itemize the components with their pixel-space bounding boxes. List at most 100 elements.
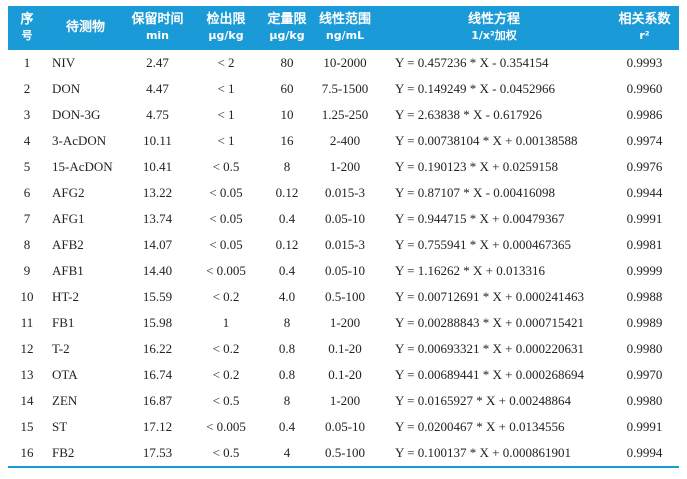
table-cell: 12 [20,341,34,356]
table-cell: 13 [20,367,34,382]
table-cell: 0.9989 [626,315,663,330]
header-text: min [145,29,170,42]
header-row: 序号 待测物 保留时间 min 检出限 μg/kg 定量限 μg/kg 线性范围 ng/mL 线性方… [8,6,679,50]
table-cell: < 0.5 [190,440,262,468]
table-cell: 10 [20,289,34,304]
table-cell: 1 [222,315,230,330]
table-cell: 15 [20,419,34,434]
table-cell: < 1 [217,133,235,148]
header-text: μg/kg [208,29,244,42]
header-text: 相关系数 [618,12,671,27]
table-cell: 10.41 [142,159,173,174]
table-cell: < 0.05 [209,211,243,226]
table-cell: < 0.5 [212,393,240,408]
table-cell: FB1 [52,315,75,330]
table-cell: ZEN [52,393,78,408]
table-cell: 4 [262,440,312,468]
header-text: 定量限 [267,12,307,27]
table-cell: HT-2 [52,289,79,304]
table-cell: Y = 0.00712691 * X + 0.000241463 [395,289,584,304]
table-cell: 14.40 [142,263,173,278]
table-cell: 0.05-10 [324,211,366,226]
table-cell: Y = 0.00689441 * X + 0.000268694 [395,367,584,382]
header-text: 线性范围 [318,12,371,27]
table-cell: 14.07 [142,237,173,252]
table-row: 13 OTA 16.74 < 0.2 0.8 0.1-20 Y = 0.00689441 *… [8,362,679,388]
table-cell: 0.9994 [610,440,679,468]
table-cell: < 0.2 [212,341,240,356]
table-cell: 0.12 [275,237,299,252]
table-cell: 1.25-250 [321,107,369,122]
table-cell: Y = 0.457236 * X - 0.354154 [395,55,549,70]
table-cell: 0.8 [278,367,296,382]
table-cell: FB2 [46,440,125,468]
table-cell: Y = 0.0200467 * X + 0.0134556 [395,419,565,434]
table-cell: 0.5-100 [324,289,366,304]
table-cell: 7.5-1500 [321,81,369,96]
header-text: 线性方程 [467,12,520,27]
table-cell: < 0.2 [212,367,240,382]
table-cell: < 0.005 [206,419,246,434]
table-cell: 0.05-10 [324,263,366,278]
table-cell: 0.9991 [626,211,663,226]
data-table: 序号 待测物 保留时间 min 检出限 μg/kg 定量限 μg/kg 线性范围 ng/mL 线性方… [8,6,679,468]
header-text: 待测物 [65,20,105,35]
table-cell: 0.015-3 [324,237,366,252]
header-cell: 线性范围 ng/mL [312,6,378,50]
table-cell: 15-AcDON [52,159,113,174]
table-cell: Y = 0.190123 * X + 0.0259158 [395,159,558,174]
table-row: 7 AFG1 13.74 < 0.05 0.4 0.05-10 Y = 0.944715 *… [8,206,679,232]
table-cell: 0.1-20 [328,367,362,382]
table-cell: ST [52,419,68,434]
table-cell: 80 [280,55,294,70]
table-cell: 0.1-20 [328,341,362,356]
table-cell: DON-3G [52,107,101,122]
header-text: 检出限 [206,12,246,27]
table-cell: 17.53 [125,440,190,468]
table-cell: < 0.05 [209,185,243,200]
table-row: 5 15-AcDON 10.41 < 0.5 8 1-200 Y = 0.190123 * … [8,154,679,180]
table-cell: 2.47 [146,55,169,70]
table-cell: 7 [23,211,31,226]
header-text: 保留时间 [131,12,184,27]
table-cell: < 1 [217,81,235,96]
table-cell: T-2 [52,341,70,356]
table-cell: 10 [280,107,294,122]
table-cell: 9 [23,263,31,278]
table-cell: 16 [280,133,294,148]
table-cell: 0.9999 [626,263,663,278]
table-cell: < 0.05 [209,237,243,252]
table-cell: AFG2 [52,185,85,200]
table-cell: 2 [23,81,31,96]
table-cell: AFB2 [52,237,84,252]
header-cell: 序号 [8,6,46,50]
table-row: 10 HT-2 15.59 < 0.2 4.0 0.5-100 Y = 0.00712691… [8,284,679,310]
table-cell: Y = 0.0165927 * X + 0.00248864 [395,393,571,408]
table-cell: 0.9976 [626,159,663,174]
table-cell: Y = 0.00693321 * X + 0.000220631 [395,341,584,356]
table-cell: 4.75 [146,107,169,122]
table-row: 14 ZEN 16.87 < 0.5 8 1-200 Y = 0.0165927 * X +… [8,388,679,414]
table-cell: 0.4 [278,211,296,226]
table-cell: 8 [283,393,291,408]
table-cell: 0.5-100 [312,440,378,468]
table-cell: 6 [23,185,31,200]
table-cell: 1-200 [329,315,361,330]
header-text: ng/mL [325,29,365,42]
table-cell: 3 [23,107,31,122]
table-cell: Y = 0.149249 * X - 0.0452966 [395,81,555,96]
table-cell: 1-200 [329,159,361,174]
table-cell: 0.9980 [626,393,663,408]
table-cell: 8 [283,159,291,174]
table-cell: 1 [23,55,31,70]
table-cell: Y = 0.944715 * X + 0.00479367 [395,211,565,226]
table-cell: 60 [280,81,294,96]
table-cell: 0.05-10 [324,419,366,434]
header-text: r² [639,29,650,42]
header-text: 1/x²加权 [471,29,517,42]
header-cell: 待测物 [46,6,125,50]
table-cell: 0.9981 [626,237,663,252]
table-cell: 3-AcDON [52,133,107,148]
table-cell: 0.9980 [626,341,663,356]
